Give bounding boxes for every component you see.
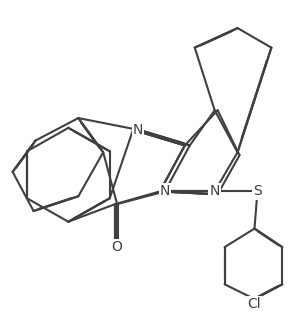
Text: O: O (112, 240, 123, 254)
Text: N: N (133, 123, 143, 137)
Text: N: N (210, 184, 220, 198)
Text: N: N (160, 184, 170, 198)
Text: Cl: Cl (248, 297, 261, 311)
Text: S: S (253, 184, 262, 198)
